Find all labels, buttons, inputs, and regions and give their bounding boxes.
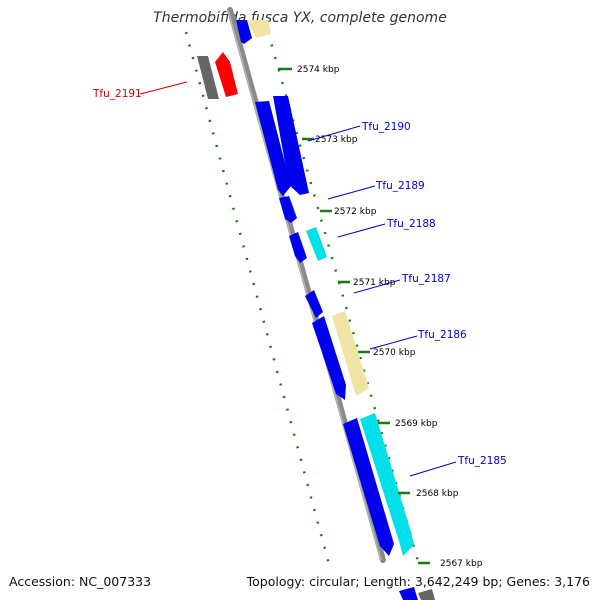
gene-label-tfu-2188[interactable]: Tfu_2188 (386, 218, 436, 230)
gene-tfu-2190[interactable] (273, 96, 309, 195)
gene-tfu-2189[interactable] (279, 196, 297, 223)
leader-line (307, 125, 361, 142)
gene-label-tfu-2185[interactable]: Tfu_2185 (457, 455, 507, 467)
kbp-label: 2567 kbp (440, 559, 483, 569)
kbp-label: 2573 kbp (315, 135, 358, 145)
kbp-label: 2570 kbp (373, 348, 416, 358)
gene-tfu-2185-blue[interactable] (343, 418, 394, 556)
genome-summary-text: Topology: circular; Length: 3,642,249 bp… (246, 574, 590, 589)
gene-partial-top-blue[interactable] (236, 20, 252, 44)
gene-label-tfu-2190[interactable]: Tfu_2190 (361, 121, 411, 133)
gene-label-tfu-2191[interactable]: Tfu_2191 (92, 88, 142, 100)
leader-line (327, 185, 376, 200)
map-title: Thermobifida fusca YX, complete genome (153, 10, 447, 26)
kbp-label: 2571 kbp (353, 278, 396, 288)
gene-partial-bottom-gray[interactable] (418, 589, 435, 600)
genome-backbone-highlight (227, 9, 382, 561)
kbp-label: 2572 kbp (334, 207, 377, 217)
gene-tfu-2188[interactable] (306, 227, 327, 261)
gene-tfu-2191-gray[interactable] (197, 56, 219, 99)
inner-ruler (184, 31, 332, 569)
gene-tfu-2185[interactable] (360, 413, 414, 556)
leader-line (409, 461, 457, 477)
gene-tfu-2186-blue[interactable] (312, 316, 346, 400)
gene-label-tfu-2186[interactable]: Tfu_2186 (417, 329, 467, 341)
gene-tfu-2188-blue[interactable] (289, 232, 307, 263)
accession-text: Accession: NC_007333 (9, 574, 152, 589)
gene-partial-top-khaki[interactable] (247, 20, 271, 38)
kbp-label: 2568 kbp (416, 489, 459, 499)
gene-tfu-2186[interactable] (332, 311, 369, 396)
leader-line (353, 279, 401, 294)
kbp-label: 2574 kbp (297, 65, 340, 75)
gene-labels: Tfu_2191 Tfu_2190 Tfu_2189 Tfu_2188 Tfu_… (92, 81, 507, 477)
gene-features (197, 20, 435, 600)
gene-tfu-2187[interactable] (305, 290, 323, 318)
gene-tfu-2191[interactable] (215, 52, 238, 97)
kbp-scale: 2574 kbp 2573 kbp 2572 kbp 2571 kbp 2570… (278, 65, 483, 569)
gene-label-tfu-2187[interactable]: Tfu_2187 (401, 273, 451, 285)
leader-line (337, 223, 386, 238)
leader-line (369, 335, 418, 350)
gene-partial-bottom-blue[interactable] (399, 587, 418, 600)
gene-label-tfu-2189[interactable]: Tfu_2189 (375, 180, 425, 192)
leader-line (139, 81, 188, 95)
gene-tfu-2190-b[interactable] (255, 101, 291, 196)
kbp-label: 2569 kbp (395, 419, 438, 429)
